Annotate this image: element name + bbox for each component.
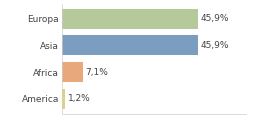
Text: 1,2%: 1,2% [67,94,90,103]
Bar [62,9,199,29]
Bar [62,62,83,82]
Bar [62,35,199,55]
Text: 45,9%: 45,9% [201,14,229,23]
Text: 45,9%: 45,9% [201,41,229,50]
Bar [62,89,65,109]
Text: 7,1%: 7,1% [85,68,108,77]
